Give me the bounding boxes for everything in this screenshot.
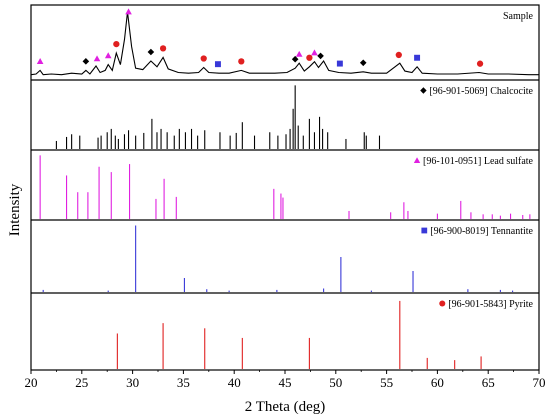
x-tick-label-60: 60 [431,375,444,390]
panel-label-2: [96-901-5069] Chalcocite [429,86,533,97]
x-tick-label-55: 55 [380,375,393,390]
x-tick-label-50: 50 [329,375,342,390]
panel-4: [96-900-8019] Tennantite [42,225,534,292]
x-tick-label-65: 65 [482,375,495,390]
peak-marker-17 [336,60,343,67]
x-tick-label-20: 20 [25,375,38,390]
peak-marker-5 [113,40,120,48]
panel-label-4: [96-900-8019] Tennantite [430,226,533,237]
peak-marker-12 [291,55,299,63]
peak-marker-3 [93,55,101,62]
panel-legend-symbol-4 [421,227,428,234]
y-axis-label: Intensity [7,183,23,236]
peak-marker-1 [36,58,44,64]
panel-label-sample: Sample [503,11,534,22]
peak-marker-2 [82,58,90,65]
plot-border [30,4,540,371]
peak-marker-19 [395,51,402,59]
peak-marker-14 [306,54,313,61]
panel-5: [96-901-5843] Pyrite [116,299,534,369]
x-tick-label-45: 45 [279,375,292,390]
panel-1: Sample [30,8,539,76]
peak-marker-16 [317,52,324,60]
peak-marker-15 [311,49,318,56]
peak-marker-8 [159,45,167,52]
peak-marker-20 [414,54,421,61]
x-axis-label: 2 Theta (deg) [245,399,326,415]
panel-3: [96-101-0951] Lead sulfate [39,155,534,219]
x-tick-group: 20 25 30 35 40 45 50 55 60 65 70 [25,370,546,390]
panel-label-5: [96-901-5843] Pyrite [448,299,533,310]
panel-legend-symbol-2 [420,87,427,94]
plot-frame [30,4,540,371]
panel-legend-symbol-5 [439,300,446,307]
panel-2: [96-901-5069] Chalcocite [55,85,534,149]
panels-group: Sample [96-901-5069] Chalcocite [96-101-09… [30,8,539,369]
peak-marker-21 [476,60,484,67]
panel-legend-symbol-3 [413,157,421,164]
x-tick-label-70: 70 [533,375,546,390]
peak-marker-11 [238,58,245,65]
peak-marker-6 [125,8,132,15]
peak-marker-18 [359,59,367,67]
peak-marker-7 [147,48,155,56]
peak-marker-13 [295,50,303,57]
panel-label-3: [96-101-0951] Lead sulfate [423,156,534,167]
peak-marker-4 [104,52,112,59]
peak-marker-9 [200,55,207,62]
sample-pattern-line [30,11,539,76]
x-tick-label-35: 35 [177,375,190,390]
peak-marker-10 [214,61,221,68]
x-tick-label-30: 30 [126,375,139,390]
x-tick-label-25: 25 [75,375,88,390]
x-tick-label-40: 40 [228,375,241,390]
